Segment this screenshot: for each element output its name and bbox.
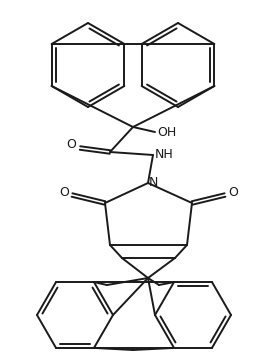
Text: O: O — [59, 187, 69, 200]
Text: NH: NH — [155, 147, 174, 160]
Text: OH: OH — [157, 126, 176, 139]
Text: O: O — [228, 187, 238, 200]
Text: N: N — [149, 175, 158, 188]
Text: O: O — [66, 139, 76, 151]
